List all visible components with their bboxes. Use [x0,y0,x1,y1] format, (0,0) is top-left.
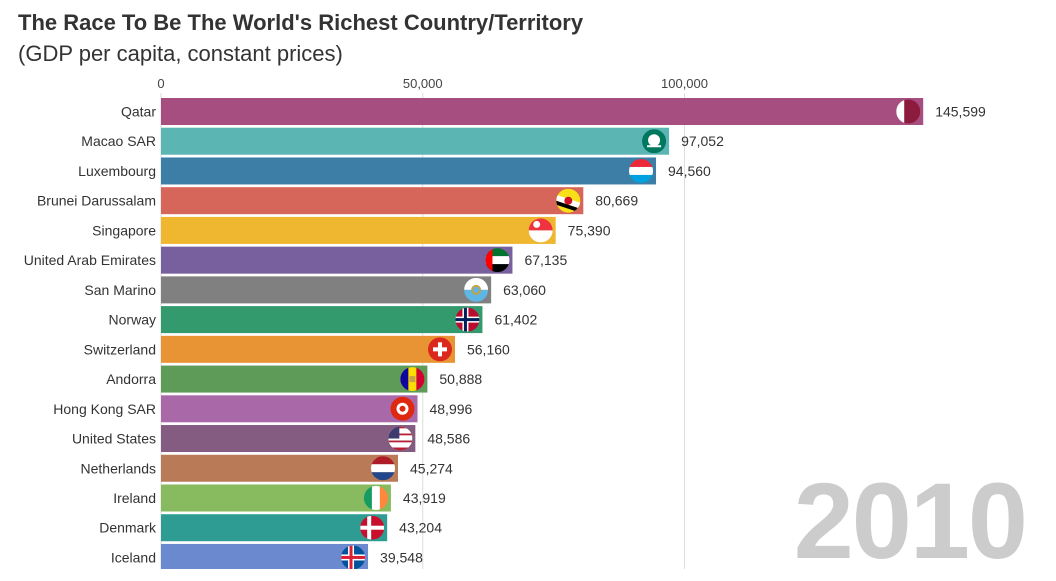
switzerland-flag-icon [427,337,452,362]
bar-group: Andorra 50,888 [106,365,482,393]
value-label: 94,560 [668,163,711,179]
year-label: 2010 [793,460,1028,581]
bar-group: San Marino 63,060 [84,276,546,304]
qatar-flag-icon [896,99,921,124]
category-label: United Arab Emirates [24,252,156,268]
bar-group: Denmark 43,204 [99,514,442,542]
bar-group: Luxembourg 94,560 [78,157,711,185]
bar [161,216,556,244]
x-tick-label: 100,000 [661,76,708,91]
ireland-flag-icon [363,485,388,510]
value-label: 61,402 [494,312,537,328]
value-label: 50,888 [439,371,482,387]
value-label: 43,204 [399,520,442,536]
value-label: 75,390 [568,222,611,238]
usa-flag-icon [388,426,413,451]
luxembourg-flag-icon [629,158,654,183]
value-label: 39,548 [380,549,423,565]
bar-group: Netherlands 45,274 [81,454,453,482]
bar [161,276,492,304]
value-label: 45,274 [410,460,453,476]
bar [161,98,924,125]
bar-group: Ireland 43,919 [113,484,446,512]
bar [161,365,428,393]
category-label: Hong Kong SAR [53,401,156,417]
netherlands-flag-icon [371,456,396,481]
category-label: Iceland [111,549,156,565]
category-label: San Marino [84,282,156,298]
bar [161,127,670,155]
category-label: United States [72,431,156,447]
category-label: Norway [109,312,156,328]
value-label: 48,996 [429,401,472,417]
bar [161,484,391,512]
category-label: Singapore [92,222,156,238]
category-label: Macao SAR [81,133,156,149]
category-label: Ireland [113,490,156,506]
bar-group: Switzerland 56,160 [84,335,510,363]
bar-group: Norway 61,402 [109,306,537,334]
bar-chart: 0 50,000 100,000 Qatar 145,599 Macao SAR 97,05… [24,76,986,569]
bar [161,157,657,185]
bar [161,246,513,274]
bar-group: United States 48,586 [72,425,470,453]
bar [161,187,584,215]
bar-group: Qatar 145,599 [121,98,986,125]
andorra-flag-icon [400,367,425,392]
value-label: 80,669 [595,193,638,209]
bar-group: Macao SAR 97,052 [81,127,724,155]
singapore-flag-icon [528,218,553,243]
bar [161,514,388,542]
category-label: Andorra [106,371,156,387]
bar-group: United Arab Emirates 67,135 [24,246,567,274]
x-tick-label: 0 [157,76,164,91]
category-label: Qatar [121,104,156,120]
category-label: Luxembourg [78,163,156,179]
bar [161,306,483,334]
value-label: 56,160 [467,341,510,357]
brunei-flag-icon [556,188,581,213]
hong-kong-flag-icon [390,396,415,421]
norway-flag-icon [455,307,480,332]
bar-group: Singapore 75,390 [92,216,611,244]
bar-group: Iceland 39,548 [111,543,423,569]
bar [161,335,455,363]
uae-flag-icon [485,248,510,273]
value-label: 145,599 [935,104,986,120]
value-label: 63,060 [503,282,546,298]
bars: Qatar 145,599 Macao SAR 97,052 Luxembourg 94,… [24,98,986,569]
bar-group: Hong Kong SAR 48,996 [53,395,473,423]
bar [161,395,418,423]
chart-title: The Race To Be The World's Richest Count… [18,10,584,35]
denmark-flag-icon [360,515,385,540]
san-marino-flag-icon [464,277,489,302]
category-label: Brunei Darussalam [37,193,156,209]
value-label: 67,135 [524,252,567,268]
category-label: Denmark [99,520,157,536]
chart-subtitle: (GDP per capita, constant prices) [18,41,343,66]
bar [161,454,399,482]
bar [161,543,369,569]
category-label: Switzerland [84,341,156,357]
value-label: 48,586 [427,431,470,447]
x-tick-label: 50,000 [403,76,443,91]
iceland-flag-icon [341,545,366,569]
category-label: Netherlands [81,460,157,476]
bar-group: Brunei Darussalam 80,669 [37,187,638,215]
value-label: 97,052 [681,133,724,149]
bar [161,425,416,453]
value-label: 43,919 [403,490,446,506]
macao-flag-icon [642,129,667,154]
